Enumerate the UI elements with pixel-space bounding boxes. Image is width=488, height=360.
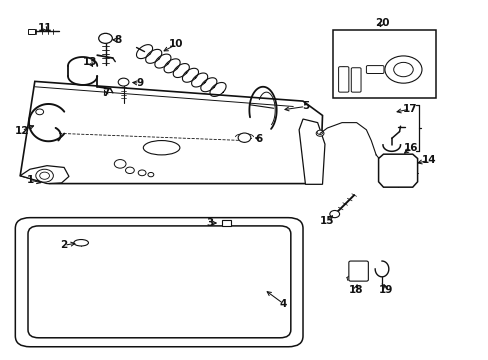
Text: 4: 4 <box>279 299 286 309</box>
Polygon shape <box>378 154 417 187</box>
Circle shape <box>138 170 146 176</box>
Text: 6: 6 <box>255 134 262 144</box>
Text: 10: 10 <box>169 40 183 49</box>
FancyBboxPatch shape <box>366 66 383 73</box>
Bar <box>332 30 435 98</box>
Text: 19: 19 <box>378 285 392 296</box>
Circle shape <box>40 172 49 179</box>
Text: 16: 16 <box>403 143 418 153</box>
Text: 13: 13 <box>82 57 97 67</box>
Circle shape <box>316 131 324 136</box>
Ellipse shape <box>74 239 88 246</box>
Text: 3: 3 <box>206 218 214 228</box>
Text: 15: 15 <box>320 216 334 226</box>
Polygon shape <box>20 166 69 184</box>
Text: 2: 2 <box>61 240 67 250</box>
Circle shape <box>317 130 323 134</box>
Text: 5: 5 <box>301 102 308 112</box>
Text: 12: 12 <box>14 126 29 135</box>
FancyBboxPatch shape <box>222 220 230 226</box>
Circle shape <box>329 211 339 218</box>
Circle shape <box>351 68 359 74</box>
Polygon shape <box>299 119 325 184</box>
Circle shape <box>114 159 126 168</box>
FancyBboxPatch shape <box>338 67 348 92</box>
FancyBboxPatch shape <box>28 226 290 338</box>
Text: 11: 11 <box>37 23 52 33</box>
Text: 20: 20 <box>374 18 388 28</box>
FancyBboxPatch shape <box>15 218 303 347</box>
Circle shape <box>36 109 43 115</box>
Text: 1: 1 <box>26 175 34 185</box>
Text: 9: 9 <box>136 78 143 88</box>
Circle shape <box>148 172 154 177</box>
Circle shape <box>338 67 347 73</box>
Text: 8: 8 <box>114 35 121 45</box>
Circle shape <box>384 177 394 184</box>
Text: 14: 14 <box>421 155 435 165</box>
Circle shape <box>99 33 112 43</box>
Text: 7: 7 <box>102 88 109 98</box>
Bar <box>27 29 35 34</box>
Text: 17: 17 <box>402 104 417 114</box>
Circle shape <box>238 133 250 142</box>
Circle shape <box>385 159 393 166</box>
Circle shape <box>384 56 421 83</box>
Circle shape <box>125 167 134 174</box>
Circle shape <box>36 169 53 182</box>
FancyBboxPatch shape <box>350 68 360 92</box>
Ellipse shape <box>143 140 180 155</box>
Circle shape <box>400 176 412 185</box>
Circle shape <box>401 159 411 166</box>
Circle shape <box>118 78 129 86</box>
FancyBboxPatch shape <box>348 261 367 281</box>
PathPatch shape <box>20 81 322 184</box>
Text: 18: 18 <box>348 285 362 296</box>
Circle shape <box>393 62 412 77</box>
